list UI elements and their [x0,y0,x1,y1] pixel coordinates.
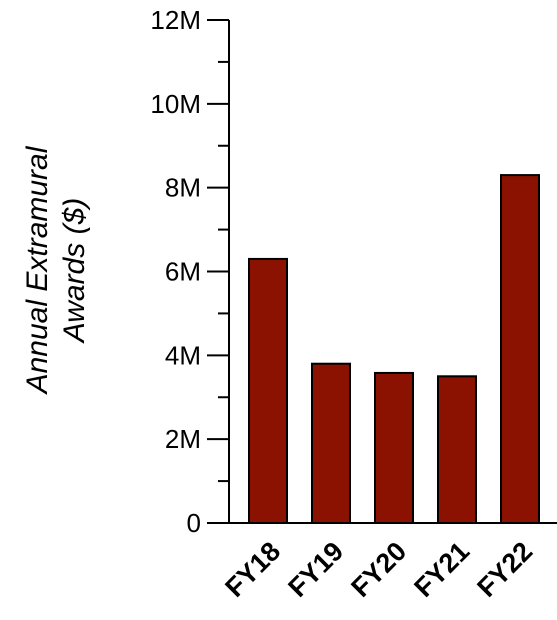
y-tick-label: 2M [165,424,201,454]
bar-fy20 [374,371,414,524]
bar-fy21 [437,375,477,524]
y-axis-label: Annual Extramural Awards ($) [21,145,91,395]
x-tick-label-fy21: FY21 [408,536,475,603]
y-tick-label: 6M [165,257,201,287]
y-tick-label: 8M [165,173,201,203]
x-tick-label-fy20: FY20 [345,536,412,603]
y-axis-label-line-1: Annual Extramural [21,145,54,395]
y-tick-label: 0 [187,508,201,538]
y-tick-label: 12M [150,5,201,35]
bar-fy19 [311,362,351,525]
x-tick-label-fy22: FY22 [471,536,538,603]
x-tick-label-fy18: FY18 [219,536,286,603]
y-tick-label: 4M [165,340,201,370]
y-axis-label-line-2: Awards ($) [58,198,91,345]
bar-fy22 [500,174,540,524]
bars-group [248,174,540,525]
y-axis: 0 2M 4M 6M 8M 10M 12M [150,5,230,538]
bar-fy18 [248,257,288,524]
y-tick-label: 10M [150,89,201,119]
x-tick-label-fy19: FY19 [282,536,349,603]
